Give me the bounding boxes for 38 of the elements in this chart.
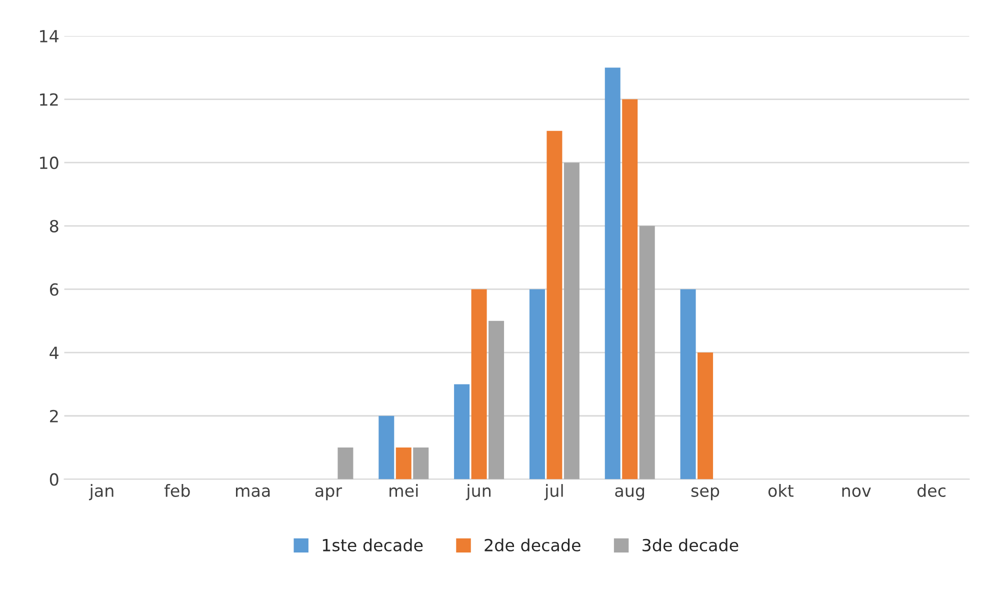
bar — [604, 68, 620, 480]
x-tick-label: aug — [615, 487, 644, 500]
x-tick-label: jul — [544, 484, 563, 500]
x-tick-label: apr — [315, 487, 342, 500]
y-tick-label: 6 — [50, 283, 58, 296]
bar — [698, 352, 714, 480]
bar — [622, 99, 638, 480]
bar — [564, 162, 580, 480]
bar — [454, 384, 470, 480]
bar — [396, 448, 412, 480]
bar — [639, 226, 655, 480]
bar — [338, 448, 354, 480]
x-tick-label: maa — [236, 487, 270, 497]
x-tick-label: jun — [466, 484, 491, 500]
y-tick-label: 14 — [40, 30, 58, 42]
bar — [529, 289, 545, 480]
y-tick-label: 10 — [40, 156, 58, 170]
legend-label: 1ste decade — [322, 538, 423, 552]
x-tick-label: nov — [842, 487, 871, 497]
y-tick-label: 2 — [50, 410, 58, 422]
x-tick-label: dec — [917, 484, 946, 497]
x-tick-label: sep — [691, 487, 720, 500]
bar — [413, 448, 429, 480]
x-tick-label: mei — [390, 484, 418, 497]
x-tick-label: okt — [768, 484, 794, 497]
y-tick-label: 12 — [40, 93, 58, 106]
x-tick-label: jan — [88, 484, 114, 500]
bar — [546, 130, 562, 480]
y-tick-label: 4 — [50, 346, 58, 359]
y-tick-label: 8 — [50, 220, 58, 232]
bar — [680, 289, 696, 480]
y-tick-label: 0 — [50, 473, 58, 486]
bar — [378, 416, 394, 480]
legend-label: 2de decade — [484, 538, 580, 552]
legend-label: 3de decade — [642, 538, 738, 552]
bar — [488, 320, 504, 480]
x-tick-label: feb — [164, 484, 190, 497]
bar — [471, 289, 487, 480]
